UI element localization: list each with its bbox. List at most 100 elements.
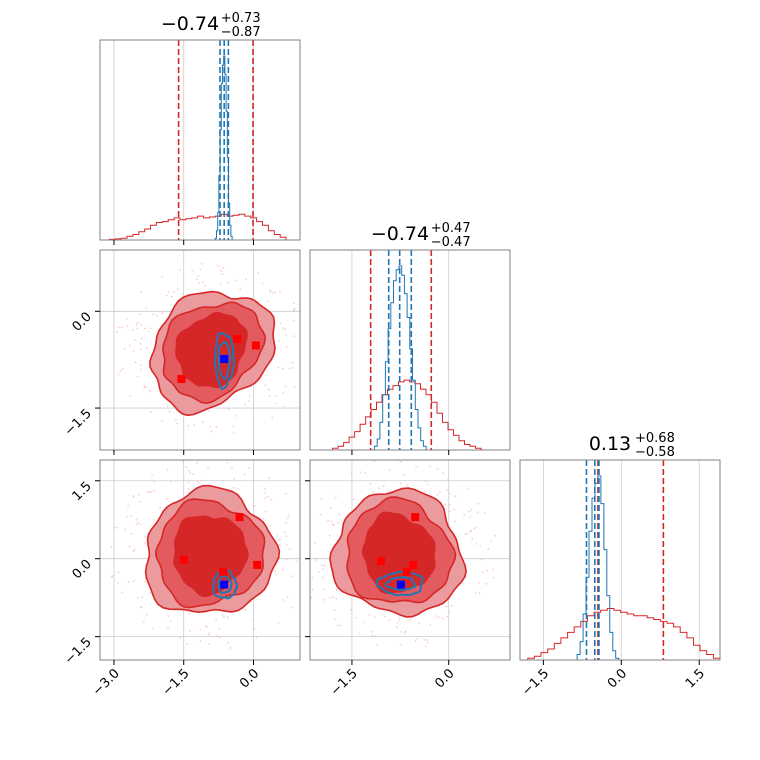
corner-panel-0-1-sample-point: [160, 276, 163, 278]
corner-panel-0-1-sample-point: [196, 278, 198, 281]
corner-panel-0-1-sample-point: [282, 392, 285, 395]
corner-panel-1-2-sample-point: [314, 541, 317, 544]
diag-panel-2-bg: [520, 460, 720, 660]
corner-panel-1-2-sample-point: [337, 521, 340, 524]
corner-panel-0-2-sample-point: [207, 633, 210, 636]
corner-panel-0-2-sample-point: [144, 563, 147, 566]
corner-panel-0-2-sample-point: [110, 575, 113, 578]
corner-panel-0-1-sample-point: [136, 375, 139, 378]
corner-panel-0-2-sample-point: [136, 523, 138, 526]
y-tick-label-1-0: −1.5: [62, 406, 95, 439]
corner-panel-0-1-sample-point: [235, 279, 238, 282]
corner-panel-0-1-sample-point: [285, 333, 287, 336]
corner-panel-1-2-sample-point: [398, 619, 401, 621]
corner-panel-0-2-sample-point: [167, 626, 169, 629]
corner-panel-1-2-sample-point: [358, 633, 361, 635]
x-tick-label-0-0: −3.0: [90, 666, 123, 699]
corner-panel-1-2-sample-point: [384, 615, 386, 618]
diag-panel-2-title-value: 0.13: [589, 433, 631, 455]
corner-panel-0-2-sample-point: [182, 461, 185, 464]
corner-panel-0-1-sample-point: [135, 323, 138, 326]
corner-panel-1-2-sample-point: [350, 473, 353, 475]
corner-panel-1-2-sample-point: [323, 564, 326, 567]
diag-panel-2-title-minus: −0.58: [635, 445, 675, 460]
corner-panel-0-2-sample-point: [207, 467, 209, 469]
corner-panel-1-2-sample-point: [429, 624, 432, 627]
corner-panel-0-1-sample-point: [140, 290, 143, 293]
corner-panel-0-2-sample-point: [127, 504, 130, 507]
corner-panel-0-2-sample-point: [135, 518, 138, 521]
corner-panel-1-2-sample-point: [492, 568, 494, 571]
corner-panel-0-1-sample-point: [136, 327, 139, 330]
corner-panel-1-2-sample-point: [335, 495, 337, 498]
corner-panel-0-1-sample-point: [150, 411, 153, 413]
y-tick-label-2-2: 1.5: [70, 479, 95, 504]
corner-panel-0-2-sample-point: [199, 640, 202, 642]
corner-panel-0-1-sample-point: [129, 394, 131, 397]
corner-panel-0-1-sample-point: [121, 368, 124, 371]
corner-panel-0-2-sample-point: [125, 515, 128, 518]
corner-panel-0-1-sample-point: [178, 269, 181, 271]
corner-panel-0-2-sample-point: [127, 580, 130, 583]
x-tick-label-1-0: −1.5: [328, 666, 361, 699]
corner-panel-1-2-sample-point: [424, 480, 427, 483]
corner-panel-0-1-sample-point: [145, 386, 148, 388]
corner-panel-0-2-sample-point: [144, 535, 147, 538]
corner-panel-1-2-sample-point: [399, 460, 402, 463]
corner-panel-1-2-sample-point: [453, 508, 456, 511]
corner-panel-1-2-sample-point: [352, 498, 355, 501]
corner-panel-0-1-sample-point: [279, 290, 281, 293]
corner-panel-1-2-sample-point: [471, 537, 474, 540]
corner-panel-0-2-sample-point: [255, 637, 258, 639]
corner-panel-1-2-sample-point: [337, 624, 339, 627]
corner-panel-1-2-sample-point: [418, 622, 420, 625]
corner-panel-0-1-sample-point: [232, 432, 235, 434]
corner-panel-0-2-sample-point: [192, 473, 195, 475]
corner-panel-1-2-sample-point: [446, 615, 449, 618]
corner-panel-0-1-sample-point: [136, 321, 139, 324]
x-tick-label-0-1: −1.5: [160, 666, 193, 699]
corner-panel-0-1-sample-point: [219, 283, 222, 286]
corner-panel-1-2-sample-point: [338, 513, 341, 516]
corner-panel-0-2-sample-point: [204, 625, 207, 628]
corner-panel-0-2-sample-point: [150, 491, 153, 494]
corner-panel-0-1-sample-point: [139, 368, 142, 371]
corner-panel-0-2-sample-point: [268, 477, 271, 479]
x-tick-label-1-1: 0.0: [432, 666, 457, 691]
corner-panel-0-2-sample-point: [307, 573, 309, 575]
corner-panel-1-2-sample-point: [428, 465, 431, 468]
corner-panel-1-2-sample-point: [446, 489, 449, 491]
corner-panel-1-2-sample-point: [445, 605, 448, 608]
corner-panel-0-2-sample-point: [243, 473, 246, 476]
diag-panel-0-title-value: −0.74: [161, 13, 219, 35]
corner-panel-1-2-sample-point: [396, 621, 399, 624]
corner-panel-0-2-sample-point: [264, 510, 267, 513]
corner-panel-0-2-sample-point: [133, 580, 135, 583]
corner-panel-0-2-sample-point: [132, 495, 135, 497]
corner-panel-0-1-sample-point: [173, 290, 176, 293]
diag-panel-0-red-histogram: [108, 213, 287, 240]
corner-panel-1-2-sample-point: [479, 544, 482, 547]
corner-panel-0-1-sample-point: [267, 300, 270, 303]
diag-panel-1-title-plus: +0.47: [431, 221, 471, 236]
corner-panel-0-2-sample-point: [128, 545, 131, 548]
diag-panel-0-title-plus: +0.73: [221, 11, 261, 26]
corner-panel-0-2-sample-point: [144, 580, 147, 583]
corner-panel-0-1-sample-point: [267, 388, 270, 391]
corner-panel-0-1-sample-point: [121, 326, 124, 329]
diag-panel-2-red-histogram: [527, 608, 720, 660]
corner-panel-0-2-sample-point: [278, 544, 281, 546]
corner-panel-0-2-sample-point: [279, 538, 282, 541]
corner-panel-0-2-frame: [99, 459, 301, 661]
corner-panel-1-2-sample-point: [311, 576, 314, 579]
corner-panel-1-2-sample-point: [486, 569, 488, 572]
corner-panel-0-1-sample-point: [174, 418, 177, 421]
corner-panel-0-2-sample-point: [186, 643, 189, 646]
corner-panel-0-1-sample-point: [197, 275, 199, 277]
corner-panel-0-1-sample-point: [217, 264, 220, 267]
corner-panel-0-1-sample-point: [248, 400, 251, 402]
corner-panel-1-2-sample-point: [311, 588, 314, 591]
corner-panel-0-2-sample-point: [167, 615, 170, 617]
corner-panel-0-2-sample-point: [244, 609, 247, 611]
corner-panel-1-2-sample-point: [480, 558, 483, 561]
